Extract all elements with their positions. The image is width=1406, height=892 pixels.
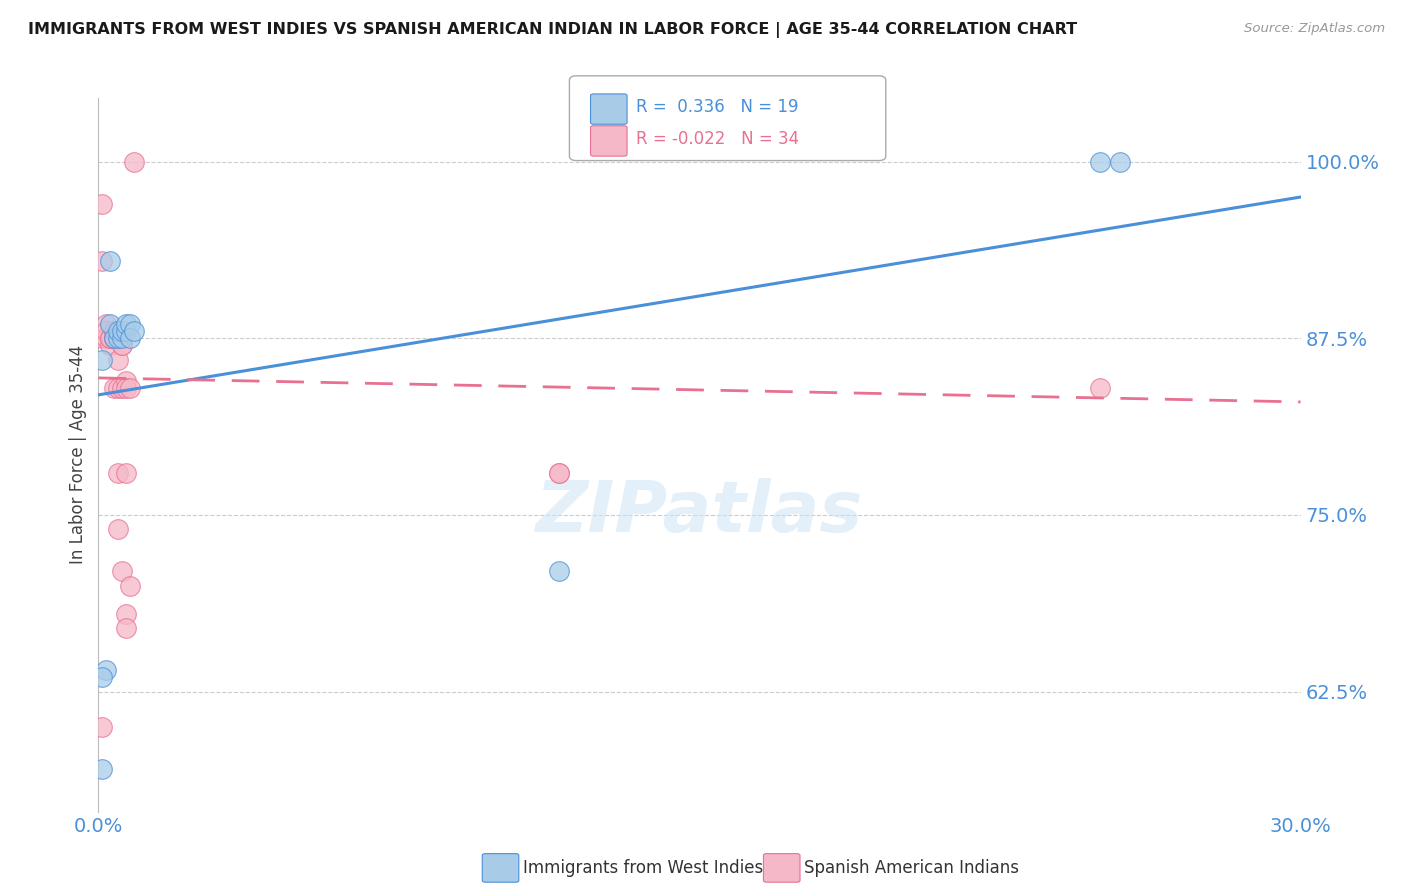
Point: [1088, 381, 1111, 395]
Point: [103, 324, 125, 338]
Point: [115, 324, 138, 338]
Point: [103, 381, 125, 395]
Point: [111, 324, 134, 338]
Point: [100, 331, 122, 345]
Point: [120, 331, 142, 345]
Point: [107, 466, 129, 480]
Point: [103, 331, 125, 345]
Point: [111, 565, 134, 579]
Point: [548, 565, 571, 579]
Point: [107, 381, 129, 395]
Point: [96, 317, 118, 331]
Point: [115, 607, 138, 621]
Point: [91, 331, 114, 345]
Point: [96, 331, 118, 345]
Point: [107, 522, 129, 536]
Point: [115, 381, 138, 395]
Point: [120, 381, 142, 395]
Text: R =  0.336   N = 19: R = 0.336 N = 19: [636, 98, 799, 116]
Text: Immigrants from West Indies: Immigrants from West Indies: [523, 859, 763, 877]
Point: [91, 197, 114, 211]
Point: [91, 671, 114, 685]
Point: [103, 331, 125, 345]
Point: [107, 331, 129, 345]
Point: [100, 317, 122, 331]
Point: [100, 338, 122, 352]
Point: [115, 374, 138, 388]
Point: [111, 338, 134, 352]
Point: [107, 352, 129, 367]
Text: ZIPatlas: ZIPatlas: [536, 477, 863, 547]
Text: Source: ZipAtlas.com: Source: ZipAtlas.com: [1244, 22, 1385, 36]
Point: [91, 720, 114, 734]
Point: [100, 331, 122, 345]
Point: [107, 324, 129, 338]
Point: [107, 324, 129, 338]
Point: [96, 324, 118, 338]
Point: [96, 664, 118, 678]
Text: R = -0.022   N = 34: R = -0.022 N = 34: [636, 130, 799, 148]
Point: [111, 381, 134, 395]
Point: [124, 154, 146, 169]
Point: [100, 253, 122, 268]
Y-axis label: In Labor Force | Age 35-44: In Labor Force | Age 35-44: [69, 345, 87, 565]
Point: [120, 579, 142, 593]
Point: [120, 317, 142, 331]
Point: [111, 331, 134, 345]
Point: [91, 352, 114, 367]
Point: [111, 338, 134, 352]
Point: [548, 466, 571, 480]
Point: [1109, 154, 1132, 169]
Point: [115, 621, 138, 635]
Point: [548, 466, 571, 480]
Point: [91, 253, 114, 268]
Point: [124, 324, 146, 338]
Point: [115, 317, 138, 331]
Text: IMMIGRANTS FROM WEST INDIES VS SPANISH AMERICAN INDIAN IN LABOR FORCE | AGE 35-4: IMMIGRANTS FROM WEST INDIES VS SPANISH A…: [28, 22, 1077, 38]
Point: [103, 331, 125, 345]
Point: [91, 762, 114, 776]
Point: [1088, 154, 1111, 169]
Text: Spanish American Indians: Spanish American Indians: [804, 859, 1019, 877]
Point: [115, 466, 138, 480]
